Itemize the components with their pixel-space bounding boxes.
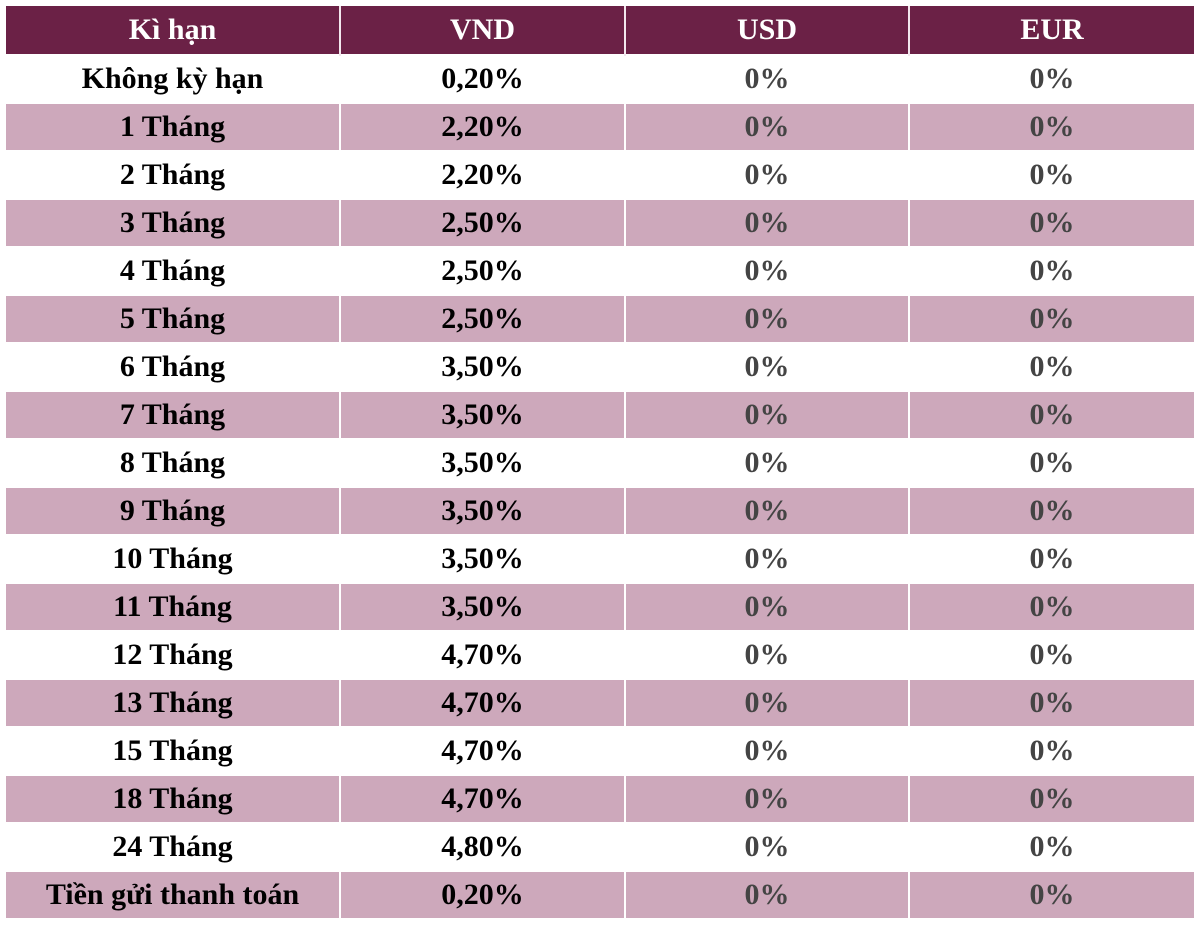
cell-usd: 0% <box>624 294 909 343</box>
cell-vnd: 4,80% <box>339 822 625 871</box>
cell-usd: 0% <box>624 582 909 631</box>
cell-term: 11 Tháng <box>6 582 340 631</box>
table-row: 6 Tháng 3,50% 0% 0% <box>6 342 1194 391</box>
cell-term: 15 Tháng <box>6 726 340 775</box>
cell-eur: 0% <box>908 534 1194 583</box>
cell-vnd: 2,50% <box>339 246 625 295</box>
cell-eur: 0% <box>908 486 1194 535</box>
cell-term: 12 Tháng <box>6 630 340 679</box>
cell-usd: 0% <box>624 102 909 151</box>
cell-eur: 0% <box>908 54 1194 103</box>
table-body: Không kỳ hạn 0,20% 0% 0% 1 Tháng 2,20% 0% 0% 2 T… <box>6 54 1194 918</box>
cell-eur: 0% <box>908 582 1194 631</box>
cell-term: 6 Tháng <box>6 342 340 391</box>
cell-eur: 0% <box>908 678 1194 727</box>
cell-vnd: 3,50% <box>339 486 625 535</box>
cell-vnd: 3,50% <box>339 390 625 439</box>
cell-eur: 0% <box>908 870 1194 918</box>
table-header: Kì hạn VND USD EUR <box>6 6 1194 55</box>
cell-vnd: 4,70% <box>339 630 625 679</box>
header-vnd: VND <box>339 6 625 55</box>
table-row: 18 Tháng 4,70% 0% 0% <box>6 774 1194 823</box>
cell-vnd: 0,20% <box>339 54 625 103</box>
cell-usd: 0% <box>624 150 909 199</box>
cell-eur: 0% <box>908 726 1194 775</box>
cell-eur: 0% <box>908 630 1194 679</box>
table-row: 7 Tháng 3,50% 0% 0% <box>6 390 1194 439</box>
cell-usd: 0% <box>624 630 909 679</box>
cell-vnd: 3,50% <box>339 582 625 631</box>
table-row: 11 Tháng 3,50% 0% 0% <box>6 582 1194 631</box>
cell-eur: 0% <box>908 822 1194 871</box>
cell-usd: 0% <box>624 774 909 823</box>
cell-vnd: 4,70% <box>339 678 625 727</box>
header-eur: EUR <box>908 6 1194 55</box>
cell-eur: 0% <box>908 438 1194 487</box>
cell-eur: 0% <box>908 342 1194 391</box>
table-row: 3 Tháng 2,50% 0% 0% <box>6 198 1194 247</box>
table-row: 8 Tháng 3,50% 0% 0% <box>6 438 1194 487</box>
cell-term: 8 Tháng <box>6 438 340 487</box>
cell-term: 24 Tháng <box>6 822 340 871</box>
cell-usd: 0% <box>624 726 909 775</box>
table-row: 13 Tháng 4,70% 0% 0% <box>6 678 1194 727</box>
cell-usd: 0% <box>624 390 909 439</box>
cell-vnd: 2,50% <box>339 294 625 343</box>
cell-usd: 0% <box>624 534 909 583</box>
cell-usd: 0% <box>624 54 909 103</box>
header-term: Kì hạn <box>6 6 340 55</box>
cell-term: Tiền gửi thanh toán <box>6 870 340 918</box>
cell-term: 3 Tháng <box>6 198 340 247</box>
table-row: 5 Tháng 2,50% 0% 0% <box>6 294 1194 343</box>
table-row: 9 Tháng 3,50% 0% 0% <box>6 486 1194 535</box>
cell-term: 4 Tháng <box>6 246 340 295</box>
cell-vnd: 4,70% <box>339 774 625 823</box>
cell-vnd: 2,50% <box>339 198 625 247</box>
cell-vnd: 2,20% <box>339 102 625 151</box>
cell-vnd: 0,20% <box>339 870 625 918</box>
cell-vnd: 2,20% <box>339 150 625 199</box>
cell-usd: 0% <box>624 486 909 535</box>
cell-usd: 0% <box>624 198 909 247</box>
cell-usd: 0% <box>624 246 909 295</box>
table-row: 4 Tháng 2,50% 0% 0% <box>6 246 1194 295</box>
table-row: 24 Tháng 4,80% 0% 0% <box>6 822 1194 871</box>
header-usd: USD <box>624 6 909 55</box>
header-row: Kì hạn VND USD EUR <box>6 6 1194 55</box>
cell-usd: 0% <box>624 870 909 918</box>
cell-eur: 0% <box>908 294 1194 343</box>
cell-eur: 0% <box>908 102 1194 151</box>
cell-eur: 0% <box>908 774 1194 823</box>
table-row: 12 Tháng 4,70% 0% 0% <box>6 630 1194 679</box>
interest-rate-table: Kì hạn VND USD EUR Không kỳ hạn 0,20% 0% 0%… <box>6 6 1194 918</box>
table-row: 2 Tháng 2,20% 0% 0% <box>6 150 1194 199</box>
cell-term: 1 Tháng <box>6 102 340 151</box>
cell-usd: 0% <box>624 822 909 871</box>
cell-eur: 0% <box>908 150 1194 199</box>
table-row: 1 Tháng 2,20% 0% 0% <box>6 102 1194 151</box>
cell-eur: 0% <box>908 246 1194 295</box>
cell-term: 9 Tháng <box>6 486 340 535</box>
cell-eur: 0% <box>908 198 1194 247</box>
cell-term: 10 Tháng <box>6 534 340 583</box>
cell-usd: 0% <box>624 438 909 487</box>
table-row: 15 Tháng 4,70% 0% 0% <box>6 726 1194 775</box>
table-row: Tiền gửi thanh toán 0,20% 0% 0% <box>6 870 1194 918</box>
cell-term: 5 Tháng <box>6 294 340 343</box>
cell-usd: 0% <box>624 678 909 727</box>
cell-term: 2 Tháng <box>6 150 340 199</box>
cell-usd: 0% <box>624 342 909 391</box>
cell-vnd: 3,50% <box>339 534 625 583</box>
cell-eur: 0% <box>908 390 1194 439</box>
cell-term: 18 Tháng <box>6 774 340 823</box>
cell-term: 7 Tháng <box>6 390 340 439</box>
cell-vnd: 3,50% <box>339 438 625 487</box>
cell-term: 13 Tháng <box>6 678 340 727</box>
cell-term: Không kỳ hạn <box>6 54 340 103</box>
cell-vnd: 3,50% <box>339 342 625 391</box>
cell-vnd: 4,70% <box>339 726 625 775</box>
table-row: 10 Tháng 3,50% 0% 0% <box>6 534 1194 583</box>
table-row: Không kỳ hạn 0,20% 0% 0% <box>6 54 1194 103</box>
